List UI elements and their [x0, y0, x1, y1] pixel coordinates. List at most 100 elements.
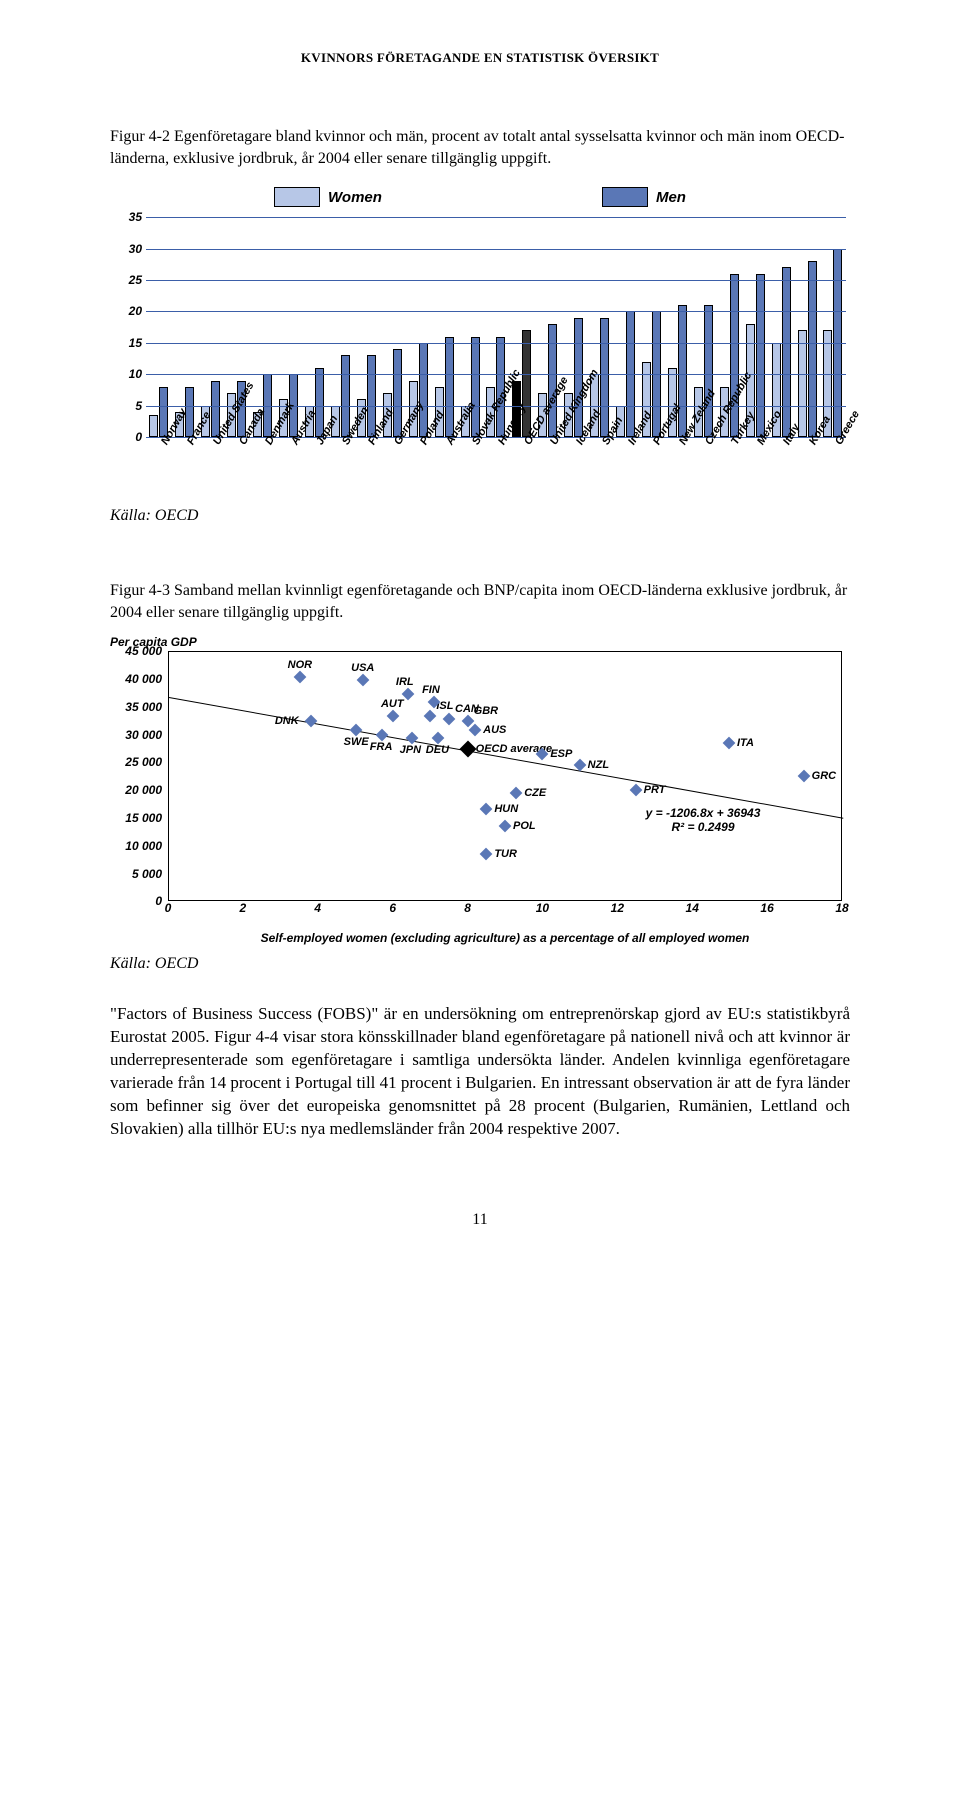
point-label: GRC: [812, 770, 836, 782]
gridline: [146, 343, 846, 344]
gridline: [146, 280, 846, 281]
y-tick: 25 000: [125, 755, 162, 769]
bar-men: [782, 267, 791, 437]
bar-group: [768, 217, 794, 437]
point-label: DEU: [426, 744, 449, 756]
data-point: [349, 723, 362, 736]
y-axis: 05 00010 00015 00020 00025 00030 00035 0…: [110, 651, 168, 901]
y-axis: 05101520253035: [110, 217, 146, 437]
trend-line: [169, 697, 843, 819]
y-tick: 25: [129, 273, 142, 287]
swatch-icon: [274, 187, 320, 207]
y-tick: 30: [129, 242, 142, 256]
bar-men: [600, 318, 609, 437]
x-tick: 8: [464, 901, 471, 915]
x-tick: 6: [389, 901, 396, 915]
x-axis: NorwayFranceUnited StatesCanadaDenmarkAu…: [146, 437, 846, 497]
point-label: GBR: [474, 705, 498, 717]
data-point: [387, 709, 400, 722]
data-point: [443, 712, 456, 725]
bar-group: [146, 217, 172, 437]
regression-annotation: y = -1206.8x + 36943R² = 0.2499: [646, 806, 761, 834]
bar-men: [678, 305, 687, 437]
x-tick: 12: [611, 901, 624, 915]
figure-b-source: Källa: OECD: [110, 955, 850, 973]
bar-group: [250, 217, 276, 437]
data-point: [480, 803, 493, 816]
y-tick: 45 000: [125, 644, 162, 658]
figure-a-caption: Figur 4-2 Egenföretagare bland kvinnor o…: [110, 126, 850, 169]
y-tick: 30 000: [125, 728, 162, 742]
data-point: [797, 770, 810, 783]
point-label: DNK: [275, 715, 299, 727]
bar-men: [704, 305, 713, 437]
y-tick: 0: [155, 894, 162, 908]
bar-group: [613, 217, 639, 437]
x-tick: 14: [686, 901, 699, 915]
data-point: [480, 847, 493, 860]
y-tick: 40 000: [125, 672, 162, 686]
figure-b-caption: Figur 4-3 Samband mellan kvinnligt egenf…: [110, 580, 850, 623]
bar-group: [172, 217, 198, 437]
bar-men: [419, 343, 428, 437]
data-point: [469, 723, 482, 736]
x-tick: 16: [760, 901, 773, 915]
point-label: POL: [513, 820, 536, 832]
y-tick: 20: [129, 304, 142, 318]
x-tick: 2: [240, 901, 247, 915]
data-point: [424, 709, 437, 722]
point-label: NOR: [288, 659, 312, 671]
y-tick: 5 000: [132, 867, 162, 881]
data-point: [357, 674, 370, 687]
data-point: [431, 731, 444, 744]
y-tick: 15 000: [125, 811, 162, 825]
bar-group: [379, 217, 405, 437]
bar-group: [742, 217, 768, 437]
data-point: [293, 671, 306, 684]
scatter-chart: Per capita GDP 05 00010 00015 00020 0002…: [110, 635, 850, 945]
point-label: PRT: [644, 784, 666, 796]
y-tick: 35 000: [125, 700, 162, 714]
bar-men: [808, 261, 817, 437]
bar-group: [302, 217, 328, 437]
point-label: HUN: [494, 803, 518, 815]
avg-marker: [459, 740, 476, 757]
page-number: 11: [110, 1211, 850, 1229]
plot-area: NORUSADNKSWEFRAAUTIRLJPNISLFINDEUCANGBRA…: [168, 651, 842, 901]
bar-men: [522, 330, 531, 437]
point-label: JPN: [400, 744, 421, 756]
point-label: ESP: [550, 748, 572, 760]
point-label: AUT: [381, 698, 404, 710]
point-label: ITA: [737, 737, 754, 749]
swatch-icon: [602, 187, 648, 207]
legend-men-label: Men: [656, 189, 686, 206]
gridline: [146, 311, 846, 312]
y-tick: 20 000: [125, 783, 162, 797]
bar-group: [587, 217, 613, 437]
legend-men: Men: [602, 187, 686, 207]
data-point: [499, 820, 512, 833]
x-tick: 0: [165, 901, 172, 915]
data-point: [304, 715, 317, 728]
regression-r2: R² = 0.2499: [646, 820, 761, 834]
body-paragraph: "Factors of Business Success (FOBS)" är …: [110, 1003, 850, 1141]
regression-eq: y = -1206.8x + 36943: [646, 806, 761, 820]
gridline: [146, 217, 846, 218]
y-tick: 35: [129, 210, 142, 224]
point-label: CZE: [524, 787, 546, 799]
point-label: FRA: [370, 741, 393, 753]
bar-group: [431, 217, 457, 437]
point-label: SWE: [344, 736, 369, 748]
bar-group: [820, 217, 846, 437]
legend-women: Women: [274, 187, 382, 207]
x-axis-title: Self-employed women (excluding agricultu…: [168, 931, 842, 945]
y-tick: 10: [129, 367, 142, 381]
bar-group: [794, 217, 820, 437]
y-tick: 15: [129, 336, 142, 350]
point-label: FIN: [422, 684, 440, 696]
bar-group: [327, 217, 353, 437]
point-label: AUS: [483, 724, 506, 736]
bar-chart: Women Men 05101520253035 NorwayFranceUni…: [110, 181, 850, 497]
bar-men: [471, 337, 480, 438]
y-tick: 5: [135, 399, 142, 413]
